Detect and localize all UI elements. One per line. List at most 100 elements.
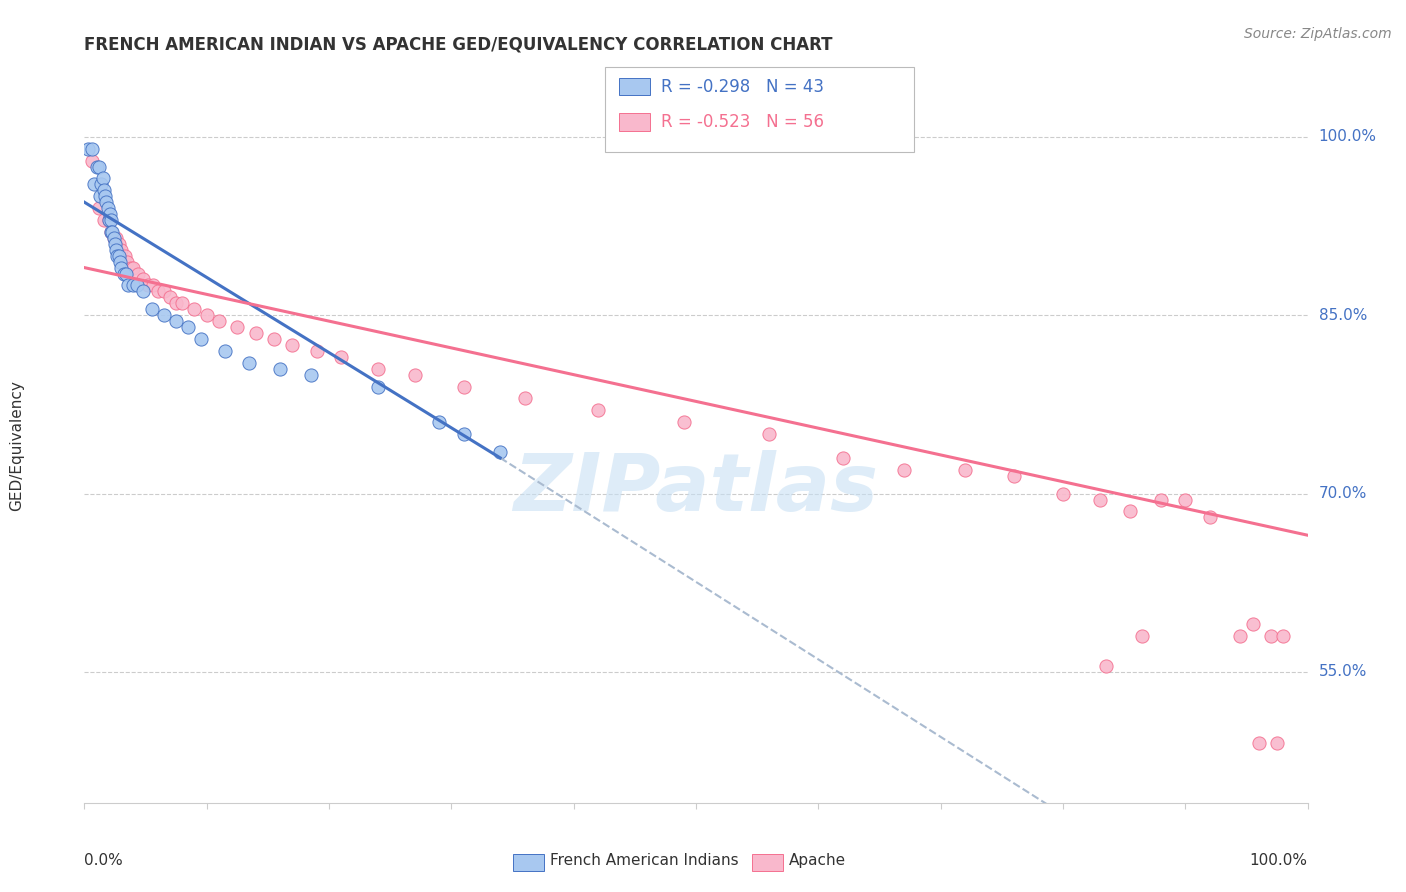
Point	[226, 320, 249, 334]
Text: 0.0%: 0.0%	[84, 853, 124, 868]
Point	[453, 427, 475, 442]
Point	[1094, 659, 1116, 673]
Point	[125, 278, 148, 293]
Point	[153, 308, 176, 322]
Point	[893, 463, 915, 477]
Point	[91, 171, 114, 186]
Point	[105, 231, 128, 245]
Point	[1119, 504, 1142, 518]
Point	[1265, 736, 1288, 750]
Text: 55.0%: 55.0%	[1319, 665, 1367, 680]
Point	[245, 326, 267, 340]
Text: GED/Equivalency: GED/Equivalency	[10, 381, 24, 511]
Point	[132, 272, 155, 286]
Text: Source: ZipAtlas.com: Source: ZipAtlas.com	[1244, 27, 1392, 41]
Point	[208, 314, 231, 328]
Point	[100, 213, 122, 227]
Text: 85.0%: 85.0%	[1319, 308, 1367, 323]
Point	[90, 178, 112, 192]
Point	[153, 285, 176, 299]
Point	[120, 260, 142, 275]
Text: R = -0.298   N = 43: R = -0.298 N = 43	[661, 78, 824, 95]
Point	[117, 278, 139, 293]
Text: 100.0%: 100.0%	[1250, 853, 1308, 868]
Point	[1088, 492, 1111, 507]
Point	[586, 403, 609, 417]
Point	[305, 343, 328, 358]
Point	[103, 231, 125, 245]
Point	[110, 243, 132, 257]
Point	[87, 160, 110, 174]
Point	[1150, 492, 1173, 507]
Point	[80, 142, 103, 156]
Point	[1247, 736, 1270, 750]
Point	[513, 392, 536, 406]
Text: 100.0%: 100.0%	[1319, 129, 1376, 145]
Point	[1229, 629, 1251, 643]
Point	[146, 285, 169, 299]
Text: ZIPatlas: ZIPatlas	[513, 450, 879, 528]
Point	[110, 260, 132, 275]
Point	[87, 201, 110, 215]
Point	[122, 260, 145, 275]
Point	[263, 332, 285, 346]
Point	[77, 142, 100, 156]
Point	[97, 213, 120, 227]
Text: Apache: Apache	[789, 854, 846, 868]
Point	[1241, 617, 1264, 632]
Point	[165, 296, 187, 310]
Point	[281, 338, 304, 352]
Point	[107, 236, 129, 251]
Point	[1272, 629, 1295, 643]
Point	[195, 308, 218, 322]
Point	[1174, 492, 1197, 507]
Text: French American Indians: French American Indians	[550, 854, 738, 868]
Point	[165, 314, 187, 328]
Point	[107, 249, 129, 263]
Point	[1260, 629, 1282, 643]
Point	[80, 153, 103, 168]
Point	[172, 296, 194, 310]
Point	[1198, 510, 1220, 524]
Point	[105, 249, 128, 263]
Point	[100, 225, 122, 239]
Point	[100, 225, 122, 239]
Point	[115, 267, 138, 281]
Point	[96, 195, 118, 210]
Point	[86, 160, 108, 174]
Point	[132, 285, 155, 299]
Point	[831, 450, 853, 465]
Point	[94, 189, 117, 203]
Point	[83, 178, 105, 192]
Point	[136, 278, 159, 293]
Point	[1132, 629, 1154, 643]
Point	[142, 278, 165, 293]
Point	[183, 302, 205, 317]
Point	[98, 207, 121, 221]
Point	[114, 249, 136, 263]
Point	[489, 445, 512, 459]
Point	[115, 254, 138, 268]
Point	[367, 361, 389, 376]
Point	[112, 267, 135, 281]
Point	[104, 236, 127, 251]
Point	[127, 267, 149, 281]
Point	[141, 302, 163, 317]
Point	[427, 415, 450, 429]
Point	[93, 183, 115, 197]
Point	[758, 427, 780, 442]
Point	[1002, 468, 1025, 483]
Point	[103, 231, 125, 245]
Point	[89, 189, 111, 203]
Point	[404, 368, 426, 382]
Point	[97, 213, 120, 227]
Point	[190, 332, 212, 346]
Text: 70.0%: 70.0%	[1319, 486, 1367, 501]
Point	[177, 320, 200, 334]
Point	[101, 225, 124, 239]
Point	[453, 379, 475, 393]
Point	[214, 343, 236, 358]
Text: FRENCH AMERICAN INDIAN VS APACHE GED/EQUIVALENCY CORRELATION CHART: FRENCH AMERICAN INDIAN VS APACHE GED/EQU…	[84, 36, 832, 54]
Point	[105, 243, 128, 257]
Point	[1052, 486, 1074, 500]
